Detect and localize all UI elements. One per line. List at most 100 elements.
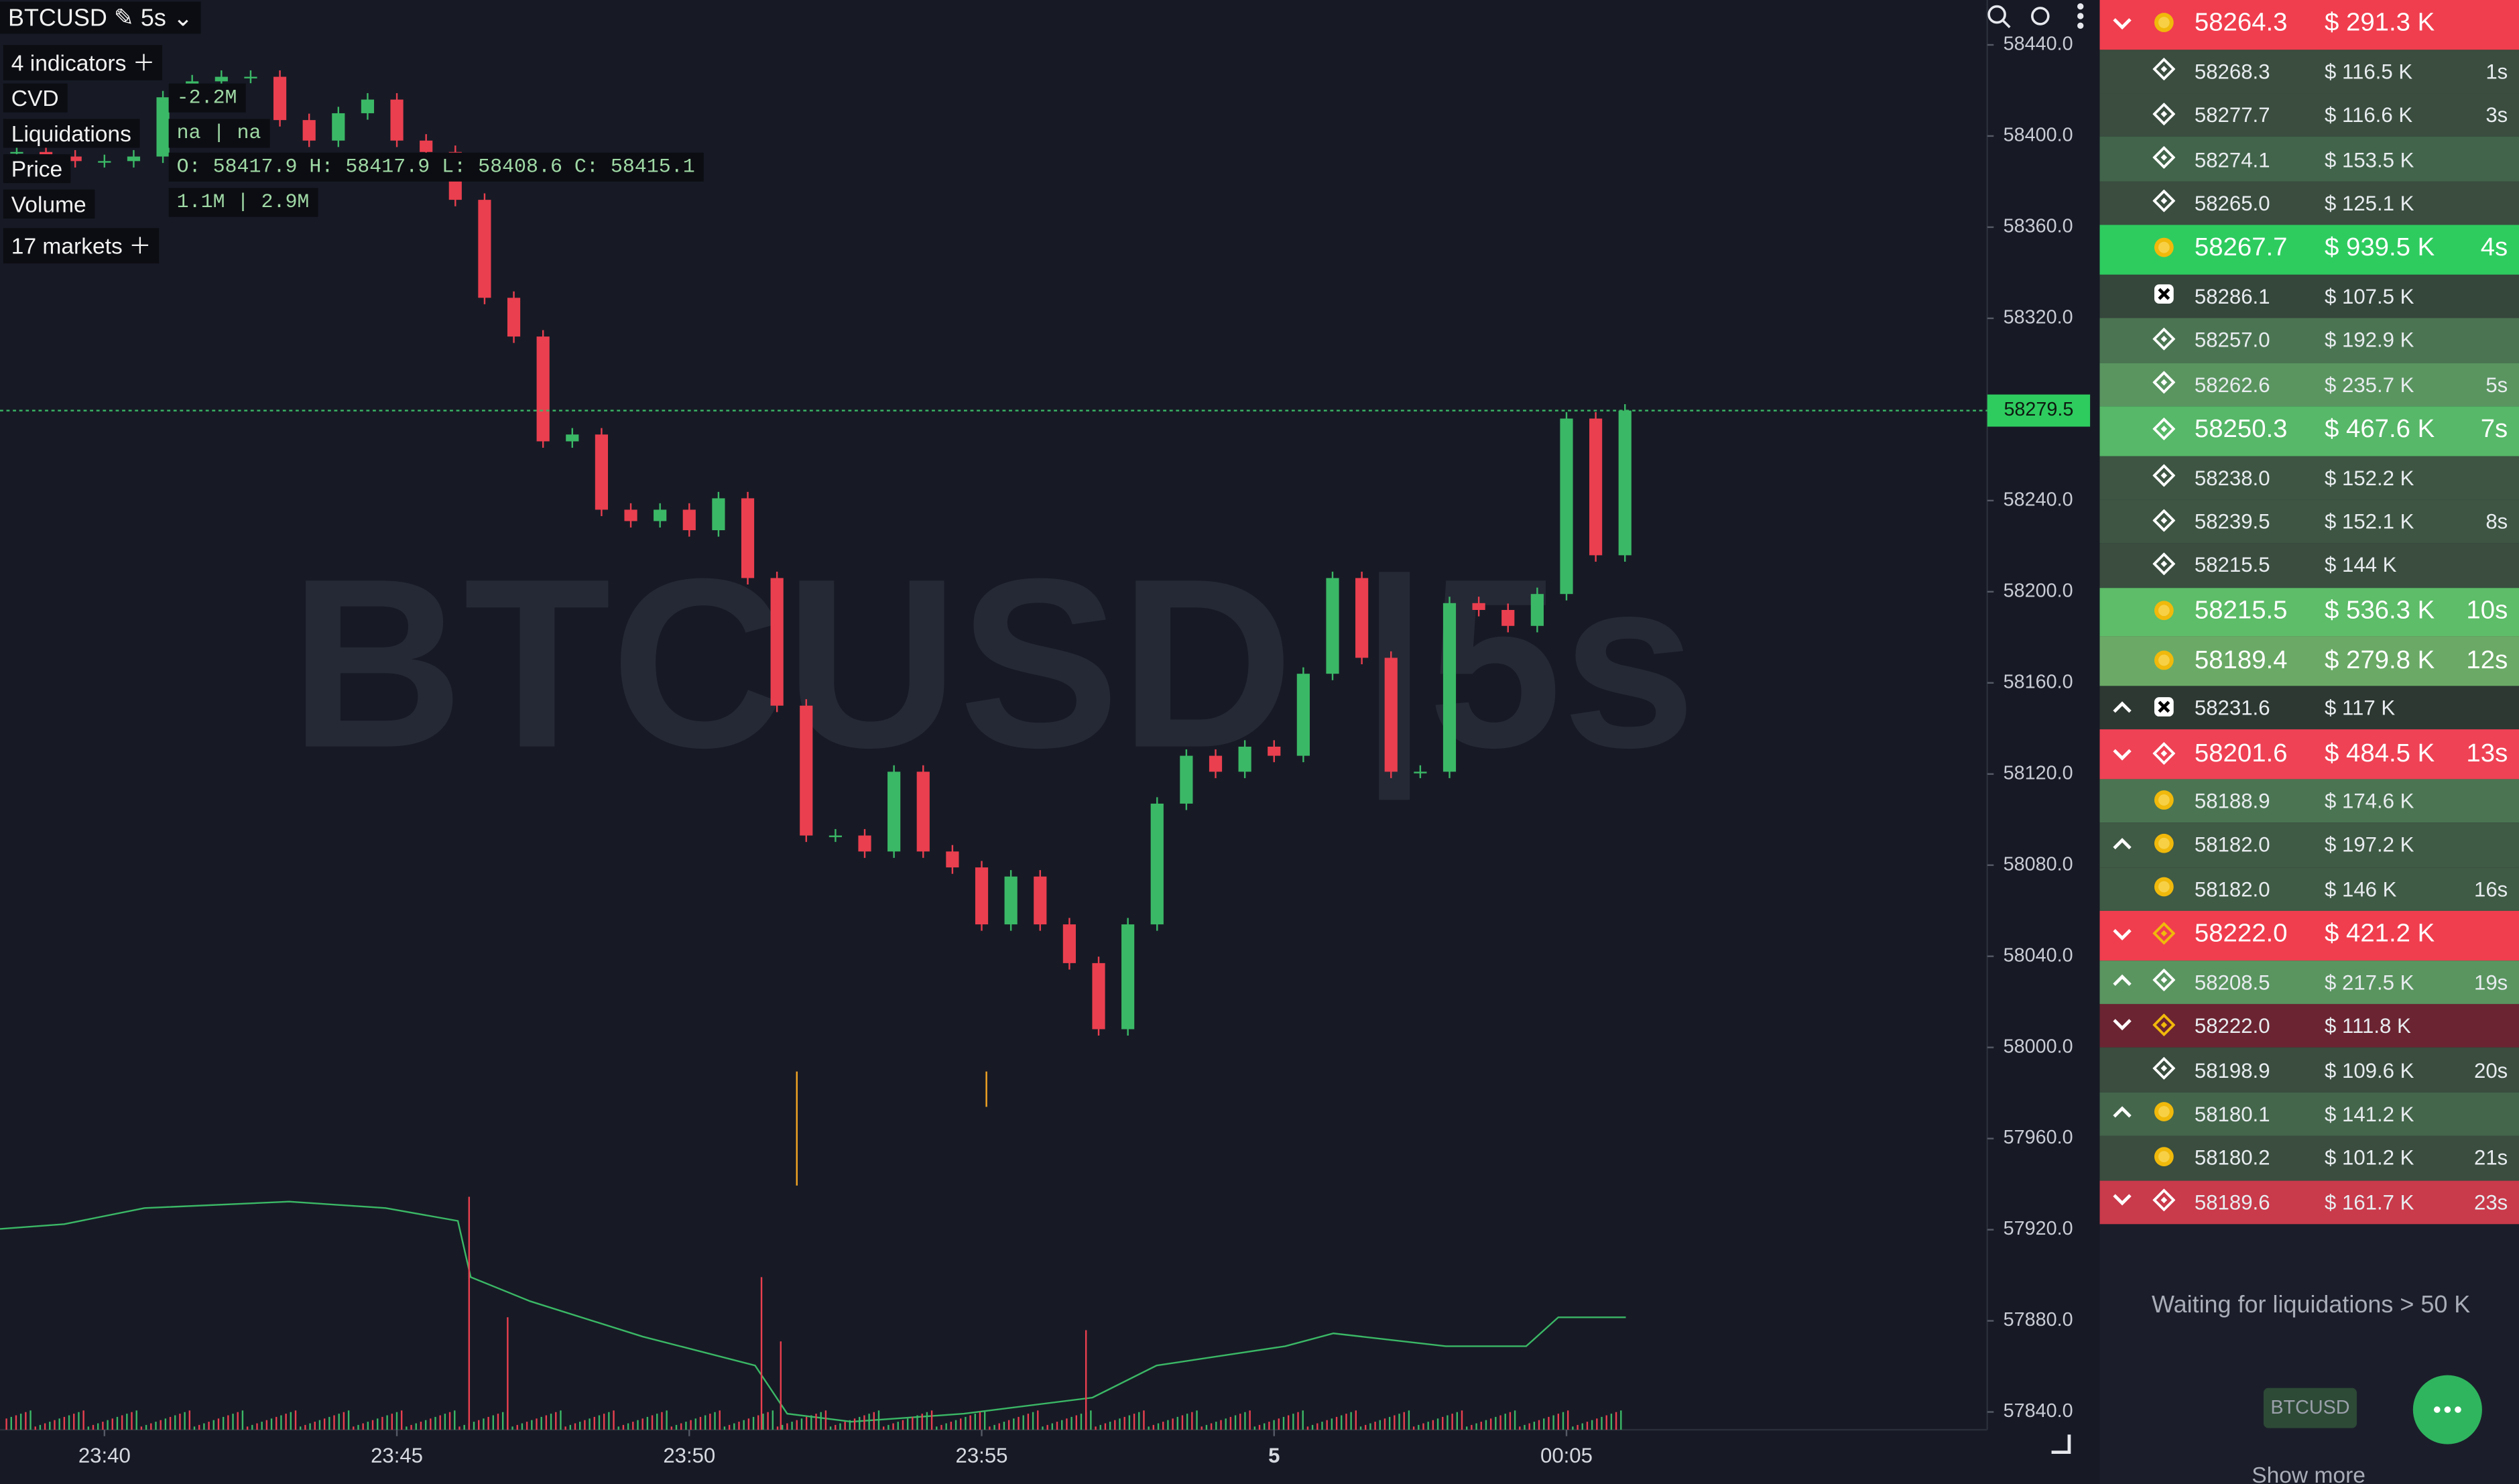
trade-amount: $ 146 K (2325, 877, 2397, 902)
trade-row: 58257.0 $ 192.9 K (2099, 318, 2519, 363)
trade-amount: $ 217.5 K (2325, 970, 2414, 995)
symbol-selector[interactable]: BTCUSD ✎ 5s ⌄ (0, 1, 201, 34)
y-tick-label: 58240.0 (2004, 489, 2073, 510)
trade-amount: $ 279.8 K (2325, 646, 2435, 674)
cvd-line (0, 1200, 1626, 1423)
last-price-tag (1987, 394, 2091, 427)
trade-amount: $ 484.5 K (2325, 739, 2435, 767)
resize-handle[interactable] (2051, 1434, 2071, 1455)
trade-row: 58231.6 $ 117 K (2099, 686, 2519, 730)
candle-body (1414, 771, 1427, 774)
x-tick-label: 00:05 (1540, 1444, 1593, 1467)
candle-body (975, 867, 989, 925)
menu-icon[interactable] (2077, 3, 2084, 10)
candle-body (127, 156, 141, 162)
trade-amount: $ 152.1 K (2325, 509, 2414, 534)
trade-row: 58264.3 $ 291.3 K (2099, 0, 2519, 50)
trade-amount: $ 153.5 K (2325, 147, 2414, 172)
x-tick-label: 23:50 (663, 1444, 715, 1467)
timeframe[interactable]: 5s (140, 5, 166, 32)
trade-row: 58180.2 $ 101.2 K 21s (2099, 1135, 2519, 1180)
trade-row: 58189.6 $ 161.7 K 23s (2099, 1180, 2519, 1225)
x-tick-label: 23:45 (371, 1444, 423, 1467)
settings-icon[interactable] (2031, 7, 2050, 25)
candle-body (1326, 578, 1339, 674)
search-icon[interactable] (1987, 5, 2006, 24)
arrow-icon (2113, 696, 2132, 716)
trade-row: 58188.9 $ 174.6 K (2099, 779, 2519, 823)
trade-amount: $ 117 K (2325, 695, 2396, 720)
liq-label: Liquidations (3, 119, 139, 148)
price-value: O: 58417.9 H: 58417.9 L: 58408.6 C: 5841… (168, 152, 703, 182)
symbol[interactable]: BTCUSD (7, 5, 107, 32)
trade-row: 58222.0 $ 111.8 K (2099, 1003, 2519, 1048)
candle-body (332, 113, 345, 141)
y-tick-label: 58320.0 (2004, 306, 2073, 328)
exchange-icon (2152, 58, 2176, 81)
candle-body (1180, 755, 1193, 804)
liq-value: na | na (168, 119, 269, 148)
trade-age: 5s (2485, 372, 2508, 397)
show-more[interactable]: Show more (2252, 1461, 2366, 1484)
trade-age: 21s (2473, 1146, 2508, 1170)
trade-amount: $ 116.6 K (2325, 103, 2413, 127)
x-tick-label: 5 (1268, 1444, 1280, 1467)
candle-body (98, 161, 111, 163)
exchange-icon (2153, 11, 2176, 34)
exchange-icon (2152, 1188, 2176, 1213)
trade-price: 58188.9 (2194, 788, 2270, 813)
trade-row: 58182.0 $ 146 K 16s (2099, 867, 2519, 912)
candle-body (1268, 746, 1281, 756)
exchange-icon (2153, 599, 2176, 622)
trade-amount: $ 125.1 K (2325, 191, 2414, 216)
candle-body (420, 140, 433, 152)
exchange-icon (2152, 418, 2176, 441)
arrow-icon (2113, 971, 2132, 990)
market-badge[interactable]: BTCUSD (2263, 1387, 2357, 1428)
trade-price: 58215.5 (2194, 597, 2288, 625)
markets-button[interactable]: 17 markets ＋ (3, 228, 160, 264)
arrow-icon (2113, 1015, 2132, 1034)
candle-body (10, 151, 23, 154)
trade-row: 58208.5 $ 217.5 K 19s (2099, 960, 2519, 1004)
trade-row: 58182.0 $ 197.2 K (2099, 822, 2519, 867)
y-tick-label: 57840.0 (2004, 1400, 2073, 1422)
candle-body (361, 99, 375, 113)
trade-price: 58189.6 (2194, 1190, 2270, 1215)
trade-price: 58267.7 (2194, 235, 2288, 263)
indicators-label[interactable]: 4 indicators (11, 50, 127, 76)
exchange-icon (2153, 876, 2176, 899)
exchange-icon (2152, 922, 2176, 946)
trade-price: 58215.5 (2194, 553, 2270, 578)
menu-button[interactable] (2412, 1375, 2482, 1444)
trade-price: 58238.0 (2194, 465, 2270, 490)
trade-price: 58262.6 (2194, 372, 2270, 397)
indicators-button[interactable]: 4 indicators ＋ (3, 45, 164, 80)
trade-amount: $ 467.6 K (2325, 416, 2435, 444)
trade-age: 1s (2485, 59, 2508, 84)
candle-body (828, 835, 842, 837)
candle-body (1530, 594, 1544, 626)
trade-age: 3s (2485, 103, 2508, 127)
trade-row: 58189.4 $ 279.8 K 12s (2099, 636, 2519, 686)
trade-amount: $ 109.6 K (2325, 1058, 2414, 1083)
y-tick-label: 57880.0 (2004, 1309, 2073, 1331)
markets-label[interactable]: 17 markets (11, 233, 123, 259)
candle-body (770, 578, 784, 706)
candle-body (946, 851, 959, 868)
candle-body (68, 156, 82, 162)
plot: 58440.058400.058360.058320.058280.058240… (0, 34, 2091, 1467)
trade-price: 58222.0 (2194, 921, 2288, 948)
candle-body (741, 498, 755, 578)
exchange-icon (2153, 695, 2176, 718)
last-price-label: 58279.5 (2004, 399, 2073, 420)
candle-body (244, 76, 257, 78)
candle-body (1560, 418, 1573, 595)
trade-amount: $ 152.2 K (2325, 465, 2414, 490)
volume-value: 1.1M | 2.9M (168, 188, 318, 217)
trade-age: 12s (2466, 646, 2508, 674)
exchange-icon (2152, 552, 2176, 576)
y-tick-label: 58000.0 (2004, 1036, 2073, 1057)
exchange-icon (2152, 327, 2176, 351)
